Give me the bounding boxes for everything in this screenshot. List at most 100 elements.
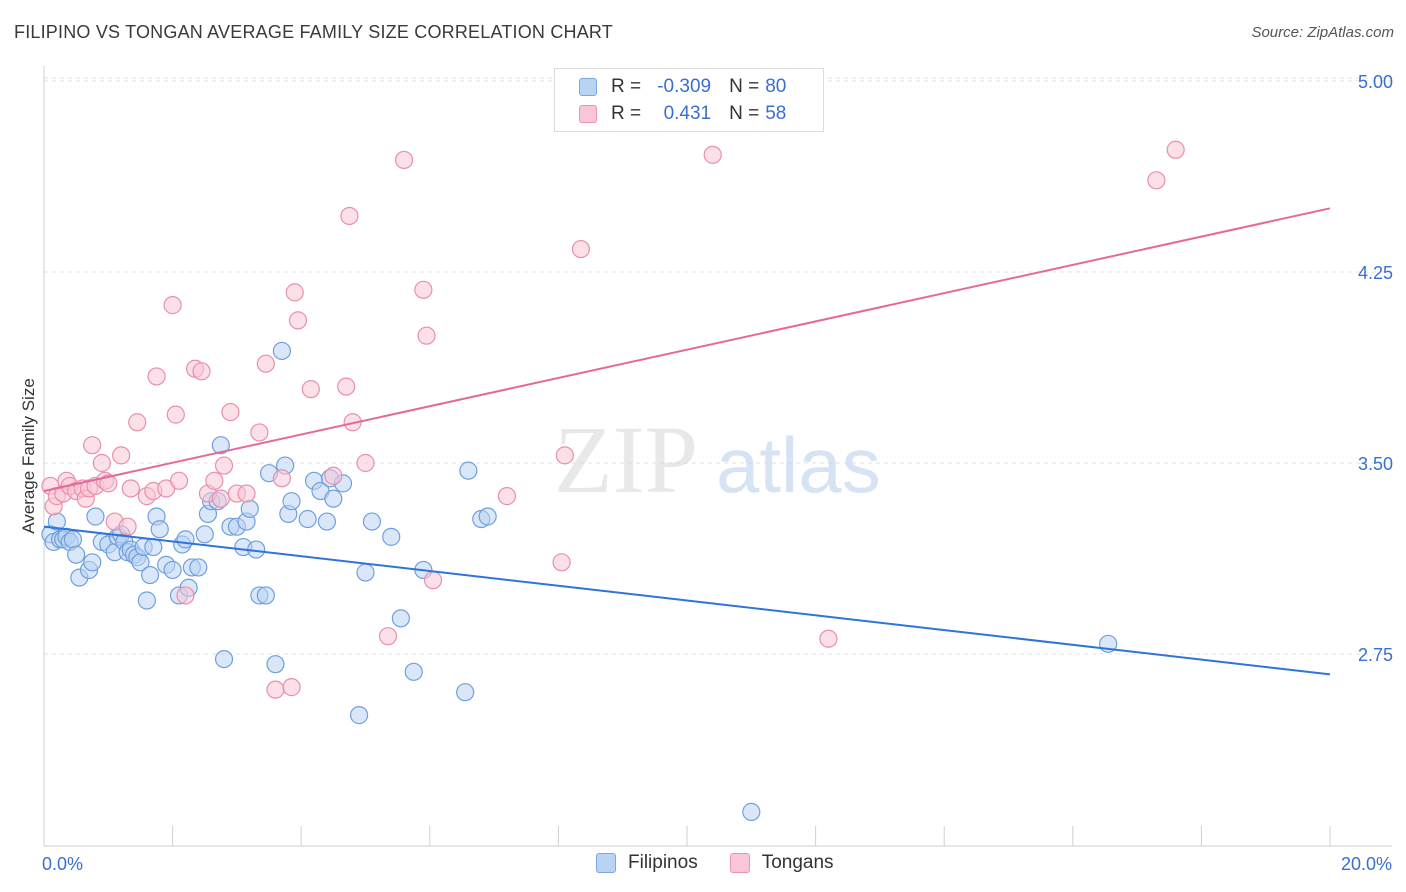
filipino-point (478, 507, 497, 526)
tongan-point (703, 145, 722, 164)
x-tick-label: 0.0% (42, 854, 83, 874)
filipino-point (382, 527, 401, 546)
tongan-point (121, 479, 140, 498)
filipinos-swatch (579, 78, 597, 96)
tongan-point (340, 206, 359, 226)
source-label: Source: ZipAtlas.com (1251, 24, 1394, 41)
tongan-point (166, 405, 185, 424)
trend-lines (43, 207, 1331, 676)
tongan-point (118, 517, 137, 536)
filipino-point (176, 530, 195, 549)
tongan-point (378, 627, 398, 646)
tongan-point (237, 484, 256, 503)
filipino-point (137, 591, 156, 610)
n-value: 58 (765, 103, 787, 124)
y-tick-label: 4.25 (1358, 263, 1393, 283)
tongan-point (1147, 171, 1166, 190)
n-label: N = (729, 103, 760, 124)
tongan-point (169, 471, 189, 490)
filipino-point (67, 545, 86, 564)
n-label: N = (729, 76, 760, 97)
filipino-point (211, 436, 230, 455)
tongan-point (147, 367, 166, 386)
series-legend: Filipinos Tongans (596, 852, 866, 874)
tongan-point (819, 629, 838, 648)
legend-label-filipinos: Filipinos (628, 852, 698, 873)
tongan-point (250, 423, 269, 442)
tongans-points (41, 140, 1185, 699)
legend-row-filipinos: R = -0.309 N = 80 (579, 75, 799, 99)
filipino-point (742, 802, 761, 821)
tongan-point (555, 446, 574, 465)
y-axis-title: Average Family Size (19, 378, 38, 534)
filipino-point (266, 655, 285, 674)
filipino-point (189, 558, 208, 577)
tongans-trend-line (43, 207, 1331, 492)
filipino-point (356, 563, 375, 582)
y-tick-label: 5.00 (1358, 72, 1393, 92)
filipino-point (324, 489, 343, 508)
filipino-point (214, 649, 234, 669)
tongan-point (285, 283, 304, 302)
tongan-point (205, 471, 224, 490)
tongan-point (163, 296, 182, 315)
tongan-point (552, 553, 571, 572)
filipinos-swatch (596, 853, 616, 873)
tongans-swatch (729, 853, 750, 873)
filipino-point (459, 461, 478, 480)
filipino-point (83, 553, 102, 572)
filipino-point (456, 683, 475, 702)
tongan-point (83, 436, 102, 455)
tongan-point (356, 453, 375, 473)
axes (43, 66, 1392, 847)
filipino-point (150, 520, 169, 539)
y-tick-label: 3.50 (1358, 454, 1393, 474)
filipino-point (63, 530, 83, 549)
watermark-zip: ZIP (554, 406, 698, 513)
tongan-point (282, 678, 301, 697)
tongan-point (192, 362, 211, 381)
filipino-point (163, 560, 182, 580)
y-tick-label: 2.75 (1358, 645, 1393, 665)
x-tick-label: 20.0% (1341, 854, 1392, 874)
filipino-point (240, 499, 259, 518)
tongan-point (99, 474, 118, 493)
tongan-point (497, 487, 517, 506)
filipino-point (195, 525, 214, 544)
legend-item-filipinos: Filipinos (596, 852, 698, 874)
r-value: -0.309 (657, 76, 712, 97)
tongan-point (414, 280, 433, 299)
tongan-point (337, 377, 356, 396)
watermark-atlas: atlas (716, 421, 881, 509)
filipino-point (144, 537, 163, 557)
r-label: R = (611, 103, 642, 124)
tongan-point (211, 489, 230, 508)
r-value: 0.431 (663, 103, 712, 124)
filipino-point (298, 509, 317, 529)
tongan-point (324, 466, 343, 485)
tongans-swatch (579, 105, 597, 123)
tongan-point (128, 413, 147, 432)
gridlines (44, 77, 1392, 655)
filipino-point (86, 507, 105, 526)
filipino-point (256, 586, 275, 605)
tongan-point (272, 469, 292, 488)
tongan-point (176, 586, 195, 605)
filipino-point (349, 706, 369, 725)
legend-label-tongans: Tongans (761, 852, 834, 873)
tongan-point (417, 326, 436, 345)
tongan-point (1166, 140, 1185, 159)
filipino-point (317, 512, 337, 531)
axis-labels: 2.75 3.50 4.25 5.00 0.0% 20.0% Average Family … (19, 72, 1393, 874)
tongan-point (301, 380, 320, 399)
tongan-point (221, 402, 240, 422)
filipinos-trend-line (43, 525, 1331, 676)
n-value: 80 (765, 76, 787, 97)
tongan-point (112, 446, 131, 465)
legend-item-tongans: Tongans (729, 852, 834, 874)
tongan-point (214, 456, 234, 475)
filipino-point (272, 341, 292, 361)
tongan-point (256, 354, 275, 373)
filipino-point (362, 512, 382, 531)
tongan-point (394, 150, 414, 170)
